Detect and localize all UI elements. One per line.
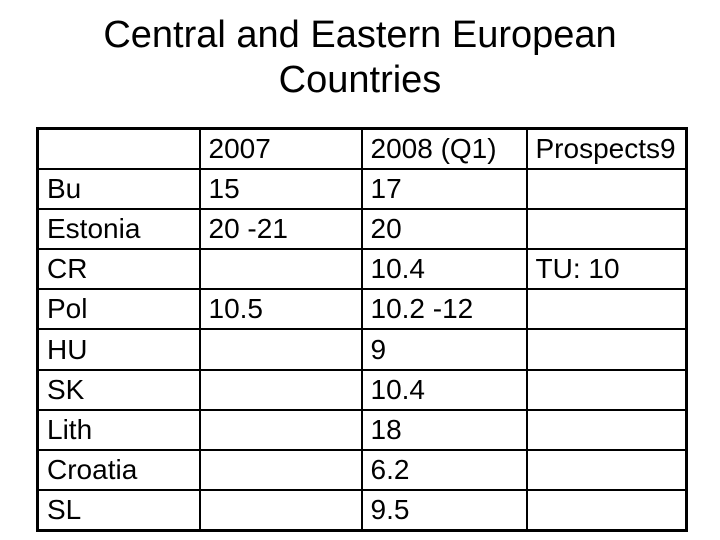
value-cell-prospects (525, 328, 688, 371)
header-cell-prospects: Prospects9 (525, 127, 688, 171)
value-cell-2008: 17 (360, 168, 528, 211)
value-cell-2008: 6.2 (360, 448, 528, 491)
value-cell-2007 (198, 408, 363, 451)
value-cell-2008: 10.4 (360, 368, 528, 411)
table-row: Bu 15 17 (36, 168, 688, 211)
value-cell-2008: 10.2 -12 (360, 288, 528, 331)
table-row: SK 10.4 (36, 368, 688, 411)
value-cell-2007 (198, 488, 363, 532)
header-cell-2007: 2007 (198, 127, 363, 171)
value-cell-2007: 15 (198, 168, 363, 211)
value-cell-2008: 18 (360, 408, 528, 451)
value-cell-prospects (525, 208, 688, 251)
value-cell-2008: 9.5 (360, 488, 528, 532)
country-cell: Croatia (36, 448, 201, 491)
country-cell: SK (36, 368, 201, 411)
country-cell: Bu (36, 168, 201, 211)
table-row: HU 9 (36, 328, 688, 371)
value-cell-2007 (198, 328, 363, 371)
table-row: Estonia 20 -21 20 (36, 208, 688, 251)
table-row: Croatia 6.2 (36, 448, 688, 491)
country-cell: HU (36, 328, 201, 371)
value-cell-2008: 9 (360, 328, 528, 371)
table-header-row: 2007 2008 (Q1) Prospects9 (36, 127, 688, 171)
value-cell-2008: 20 (360, 208, 528, 251)
value-cell-prospects (525, 288, 688, 331)
country-cell: SL (36, 488, 201, 532)
country-cell: Pol (36, 288, 201, 331)
value-cell-2008: 10.4 (360, 248, 528, 291)
value-cell-2007: 20 -21 (198, 208, 363, 251)
value-cell-prospects (525, 448, 688, 491)
header-cell-2008-q1: 2008 (Q1) (360, 127, 528, 171)
value-cell-2007: 10.5 (198, 288, 363, 331)
country-cell: CR (36, 248, 201, 291)
value-cell-prospects (525, 488, 688, 532)
slide-title: Central and Eastern European Countries (0, 13, 720, 103)
value-cell-prospects (525, 408, 688, 451)
table-row: CR 10.4 TU: 10 (36, 248, 688, 291)
table-row: SL 9.5 (36, 488, 688, 532)
value-cell-2007 (198, 368, 363, 411)
country-cell: Lith (36, 408, 201, 451)
countries-table: 2007 2008 (Q1) Prospects9 Bu 15 17 Eston… (36, 127, 688, 532)
header-cell-country (36, 127, 201, 171)
value-cell-prospects: TU: 10 (525, 248, 688, 291)
slide-title-text: Central and Eastern European Countries (103, 14, 617, 101)
table-row: Lith 18 (36, 408, 688, 451)
value-cell-prospects (525, 368, 688, 411)
value-cell-2007 (198, 448, 363, 491)
value-cell-prospects (525, 168, 688, 211)
value-cell-2007 (198, 248, 363, 291)
country-cell: Estonia (36, 208, 201, 251)
table-row: Pol 10.5 10.2 -12 (36, 288, 688, 331)
